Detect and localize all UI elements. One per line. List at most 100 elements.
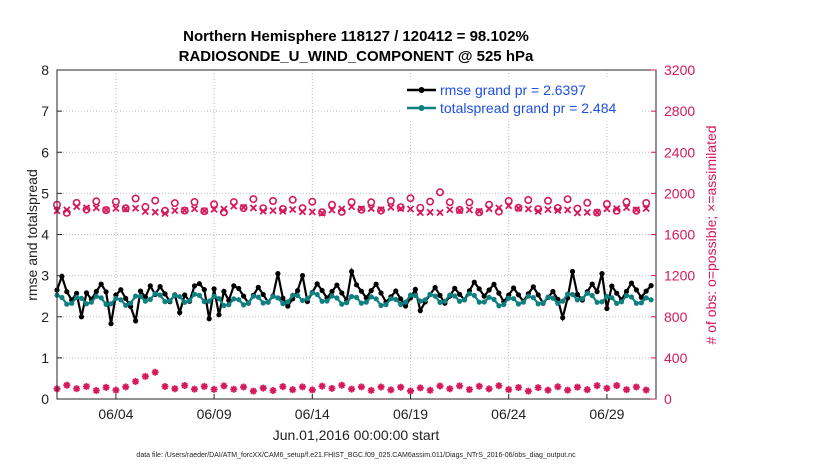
- obs-assimilated-marker: [357, 205, 366, 213]
- legend-totalspread-label: totalspread grand pr = 2.484: [440, 100, 617, 116]
- obs-possible-marker: [121, 204, 130, 213]
- data-point-rmse: [98, 281, 104, 287]
- data-point-totalspread: [299, 297, 306, 304]
- obs-other-marker: [564, 386, 572, 394]
- data-point-totalspread: [265, 299, 271, 305]
- chart-title-line1: Northern Hemisphere 118127 / 120412 = 98…: [183, 28, 529, 45]
- obs-possible-marker: [82, 205, 91, 214]
- obs-assimilated-marker: [603, 205, 611, 213]
- obs-other-marker: [377, 383, 385, 391]
- data-point-totalspread: [162, 299, 168, 305]
- data-point-totalspread: [309, 290, 315, 296]
- data-point-rmse: [476, 286, 482, 292]
- data-point-totalspread: [540, 300, 546, 306]
- data-point-totalspread: [403, 299, 409, 305]
- data-point-rmse: [530, 284, 536, 290]
- data-point-totalspread: [432, 293, 438, 299]
- data-point-totalspread: [147, 296, 153, 302]
- data-point-rmse: [604, 305, 610, 312]
- obs-possible-marker: [396, 203, 405, 212]
- obs-assimilated-marker: [426, 208, 434, 216]
- data-point-rmse: [191, 283, 198, 289]
- y-tick-label-right: 2400: [664, 144, 695, 160]
- data-point-totalspread: [594, 299, 600, 305]
- data-point-rmse: [471, 279, 477, 285]
- data-point-totalspread: [108, 301, 114, 307]
- data-point-totalspread: [614, 300, 620, 306]
- obs-assimilated-marker: [289, 205, 297, 214]
- y-tick-label-left: 7: [41, 103, 49, 119]
- obs-other-marker: [613, 382, 621, 390]
- data-point-totalspread: [535, 301, 541, 307]
- data-point-rmse: [481, 293, 487, 299]
- obs-other-marker: [495, 382, 503, 390]
- obs-possible-marker: [180, 206, 189, 215]
- obs-other-marker: [338, 381, 346, 389]
- data-point-totalspread: [422, 297, 428, 303]
- data-point-totalspread: [128, 300, 134, 306]
- data-point-rmse: [255, 284, 261, 290]
- obs-assimilated-marker: [102, 206, 110, 214]
- data-point-rmse: [378, 290, 384, 296]
- data-point-totalspread: [236, 297, 242, 303]
- obs-assimilated-marker: [642, 204, 650, 213]
- data-point-rmse: [550, 288, 556, 295]
- data-point-totalspread: [191, 291, 198, 297]
- data-point-totalspread: [88, 299, 94, 305]
- data-point-totalspread: [221, 302, 227, 309]
- obs-other-marker: [181, 381, 189, 389]
- obs-possible-marker: [416, 203, 425, 212]
- obs-other-marker: [505, 386, 513, 394]
- data-point-rmse: [162, 291, 168, 297]
- obs-possible-marker: [406, 194, 415, 203]
- data-point-rmse: [196, 281, 202, 287]
- data-point-totalspread: [329, 293, 335, 299]
- obs-other-marker: [465, 385, 473, 393]
- obs-assimilated-marker: [632, 206, 640, 214]
- y-tick-label-right: 2800: [664, 103, 695, 119]
- data-point-totalspread: [545, 294, 551, 300]
- data-point-rmse: [437, 292, 443, 298]
- data-point-rmse: [638, 294, 644, 300]
- obs-assimilated-marker: [416, 208, 424, 217]
- obs-possible-marker: [111, 197, 120, 206]
- data-point-rmse: [83, 290, 90, 296]
- data-point-totalspread: [59, 294, 65, 301]
- data-point-totalspread: [555, 300, 561, 306]
- data-point-totalspread: [216, 296, 222, 302]
- obs-possible-marker: [632, 206, 641, 215]
- data-point-rmse: [432, 285, 438, 291]
- data-point-totalspread: [412, 293, 418, 299]
- obs-possible-marker: [141, 202, 150, 211]
- data-point-rmse: [103, 289, 109, 295]
- data-point-totalspread: [211, 293, 217, 299]
- series-totalspread: [54, 290, 654, 309]
- obs-possible-marker: [268, 197, 277, 206]
- data-point-rmse: [133, 318, 139, 324]
- data-point-rmse: [177, 310, 183, 316]
- obs-other-marker: [298, 383, 306, 391]
- data-point-totalspread: [619, 299, 625, 305]
- data-point-rmse: [515, 292, 522, 298]
- obs-assimilated-marker: [338, 205, 346, 213]
- data-point-totalspread: [442, 298, 448, 304]
- obs-other-marker: [554, 383, 562, 391]
- data-point-rmse: [403, 303, 409, 309]
- obs-other-marker: [249, 387, 257, 395]
- data-point-rmse: [496, 290, 502, 296]
- obs-assimilated-marker: [269, 206, 277, 215]
- data-point-rmse: [349, 268, 355, 275]
- obs-assimilated-marker: [554, 206, 562, 215]
- obs-other-marker: [190, 385, 198, 393]
- obs-possible-marker: [642, 199, 651, 208]
- obs-possible-marker: [583, 198, 592, 207]
- data-point-totalspread: [393, 296, 399, 303]
- data-point-totalspread: [353, 294, 360, 300]
- data-point-totalspread: [461, 297, 468, 303]
- obs-possible-marker: [622, 197, 631, 206]
- data-point-totalspread: [255, 294, 261, 300]
- obs-assimilated-marker: [161, 209, 169, 218]
- data-point-totalspread: [241, 302, 247, 308]
- obs-assimilated-marker: [171, 207, 179, 215]
- obs-possible-marker: [151, 196, 160, 205]
